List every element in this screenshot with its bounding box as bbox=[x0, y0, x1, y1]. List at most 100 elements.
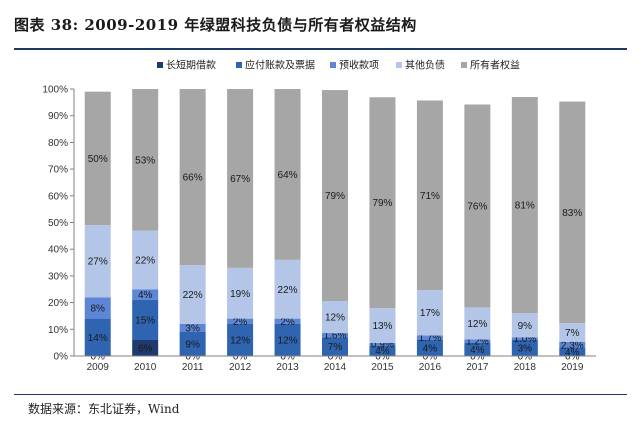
data-label: 15% bbox=[135, 315, 155, 326]
x-tick-label: 2012 bbox=[229, 362, 252, 373]
data-label: 79% bbox=[325, 191, 345, 202]
bar-segment bbox=[511, 339, 538, 356]
data-label: 0% bbox=[375, 352, 390, 363]
y-axis: 0% 10% 20% 30% 40% 50% 60% 70% 80% 90% 100% bbox=[42, 85, 75, 363]
data-label: 0% bbox=[185, 352, 200, 363]
bar-segment bbox=[274, 323, 301, 356]
data-label: 7% bbox=[328, 342, 343, 353]
data-label: 4% bbox=[423, 343, 438, 354]
bar-segment bbox=[559, 323, 586, 342]
bar-segment bbox=[511, 97, 538, 314]
title-underline bbox=[14, 48, 627, 50]
data-label: 0.9% bbox=[371, 340, 394, 351]
data-label: 12% bbox=[467, 319, 487, 330]
bar-segment bbox=[227, 318, 254, 324]
bars: 0% 14% 8% 27% 50% 6% 15% 4% 22% 53% 0% 9% 3% 22% 66% 0%… bbox=[84, 89, 586, 363]
bar-segment bbox=[369, 345, 396, 356]
source-note: 数据来源：东北证券，Wind bbox=[28, 402, 180, 416]
data-label: 27% bbox=[88, 257, 108, 268]
x-tick-label: 2015 bbox=[371, 362, 394, 373]
legend-label: 所有者权益 bbox=[470, 59, 520, 72]
x-tick-label: 2019 bbox=[561, 362, 584, 373]
data-label: 9% bbox=[185, 339, 200, 350]
bar-segment bbox=[132, 299, 159, 340]
data-label: 22% bbox=[135, 255, 155, 266]
x-tick-label: 2017 bbox=[466, 362, 489, 373]
data-label: 19% bbox=[230, 289, 250, 300]
data-label: 2.3% bbox=[561, 340, 584, 351]
y-tick-label: 30% bbox=[48, 271, 68, 282]
bar-segment bbox=[416, 339, 443, 356]
bar-segment bbox=[464, 307, 491, 340]
bar-segment bbox=[274, 259, 301, 319]
legend-swatch bbox=[236, 62, 242, 68]
data-label: 83% bbox=[562, 208, 582, 219]
bar-segment bbox=[369, 97, 396, 309]
x-tick-label: 2013 bbox=[276, 362, 299, 373]
bar-segment bbox=[464, 342, 491, 356]
data-label: 1.2% bbox=[466, 337, 489, 348]
data-label: 0% bbox=[233, 352, 248, 363]
legend-label: 应付账款及票据 bbox=[245, 59, 315, 72]
legend-swatch bbox=[330, 62, 336, 68]
data-label: 0% bbox=[470, 352, 485, 363]
data-label: 4% bbox=[470, 345, 485, 356]
data-label: 2% bbox=[233, 317, 248, 328]
bar-segment bbox=[464, 104, 491, 308]
data-label: 1.0% bbox=[513, 334, 536, 345]
bar-segment bbox=[179, 265, 206, 324]
bar-segment bbox=[511, 313, 538, 338]
data-label: 79% bbox=[372, 198, 392, 209]
data-label: 12% bbox=[230, 335, 250, 346]
bar-segment bbox=[416, 290, 443, 336]
bar-segment bbox=[84, 225, 111, 298]
y-tick-label: 40% bbox=[48, 245, 68, 256]
data-label: 53% bbox=[135, 155, 155, 166]
data-label: 4% bbox=[565, 347, 580, 358]
bar-segment bbox=[511, 337, 538, 340]
bar-segment bbox=[274, 89, 301, 260]
bar-segment bbox=[132, 339, 159, 356]
bar-segment bbox=[416, 100, 443, 291]
legend-label: 其他负债 bbox=[405, 59, 445, 72]
data-label: 50% bbox=[88, 154, 108, 165]
data-label: 7% bbox=[565, 328, 580, 339]
data-label: 4% bbox=[375, 346, 390, 357]
bar-segment bbox=[227, 323, 254, 356]
y-tick-label: 100% bbox=[42, 85, 68, 96]
bar-segment bbox=[84, 318, 111, 356]
y-tick-label: 70% bbox=[48, 165, 68, 176]
x-tick-label: 2018 bbox=[514, 362, 537, 373]
data-label: 22% bbox=[183, 290, 203, 301]
data-label: 66% bbox=[183, 173, 203, 184]
legend-label: 长短期借款 bbox=[166, 59, 216, 72]
chart-title: 图表 38: 2009-2019 年绿盟科技负债与所有者权益结构 bbox=[14, 16, 417, 34]
bar-segment bbox=[274, 318, 301, 324]
bar-segment bbox=[179, 89, 206, 266]
bar-segment bbox=[559, 341, 586, 348]
bar-segment bbox=[559, 101, 586, 324]
data-label: 0% bbox=[91, 352, 106, 363]
y-tick-label: 0% bbox=[54, 352, 69, 363]
x-tick-label: 2010 bbox=[134, 362, 157, 373]
x-tick-label: 2011 bbox=[182, 362, 204, 373]
x-tick-label: 2009 bbox=[87, 362, 110, 373]
data-label: 3% bbox=[185, 323, 200, 334]
y-tick-label: 50% bbox=[48, 218, 68, 229]
data-label: 3% bbox=[518, 343, 533, 354]
y-tick-label: 60% bbox=[48, 191, 68, 202]
footer-rule bbox=[14, 394, 627, 395]
bar-segment bbox=[227, 89, 254, 268]
data-label: 0% bbox=[328, 352, 343, 363]
bar-segment bbox=[179, 331, 206, 356]
bar-segment bbox=[132, 89, 159, 231]
data-label: 64% bbox=[278, 170, 298, 181]
data-label: 22% bbox=[278, 285, 298, 296]
bar-segment bbox=[369, 342, 396, 346]
legend-swatch bbox=[396, 62, 402, 68]
bar-segment bbox=[84, 91, 111, 226]
legend-label: 预收款项 bbox=[339, 59, 379, 72]
data-label: 2% bbox=[280, 317, 295, 328]
bar-segment bbox=[322, 90, 348, 301]
